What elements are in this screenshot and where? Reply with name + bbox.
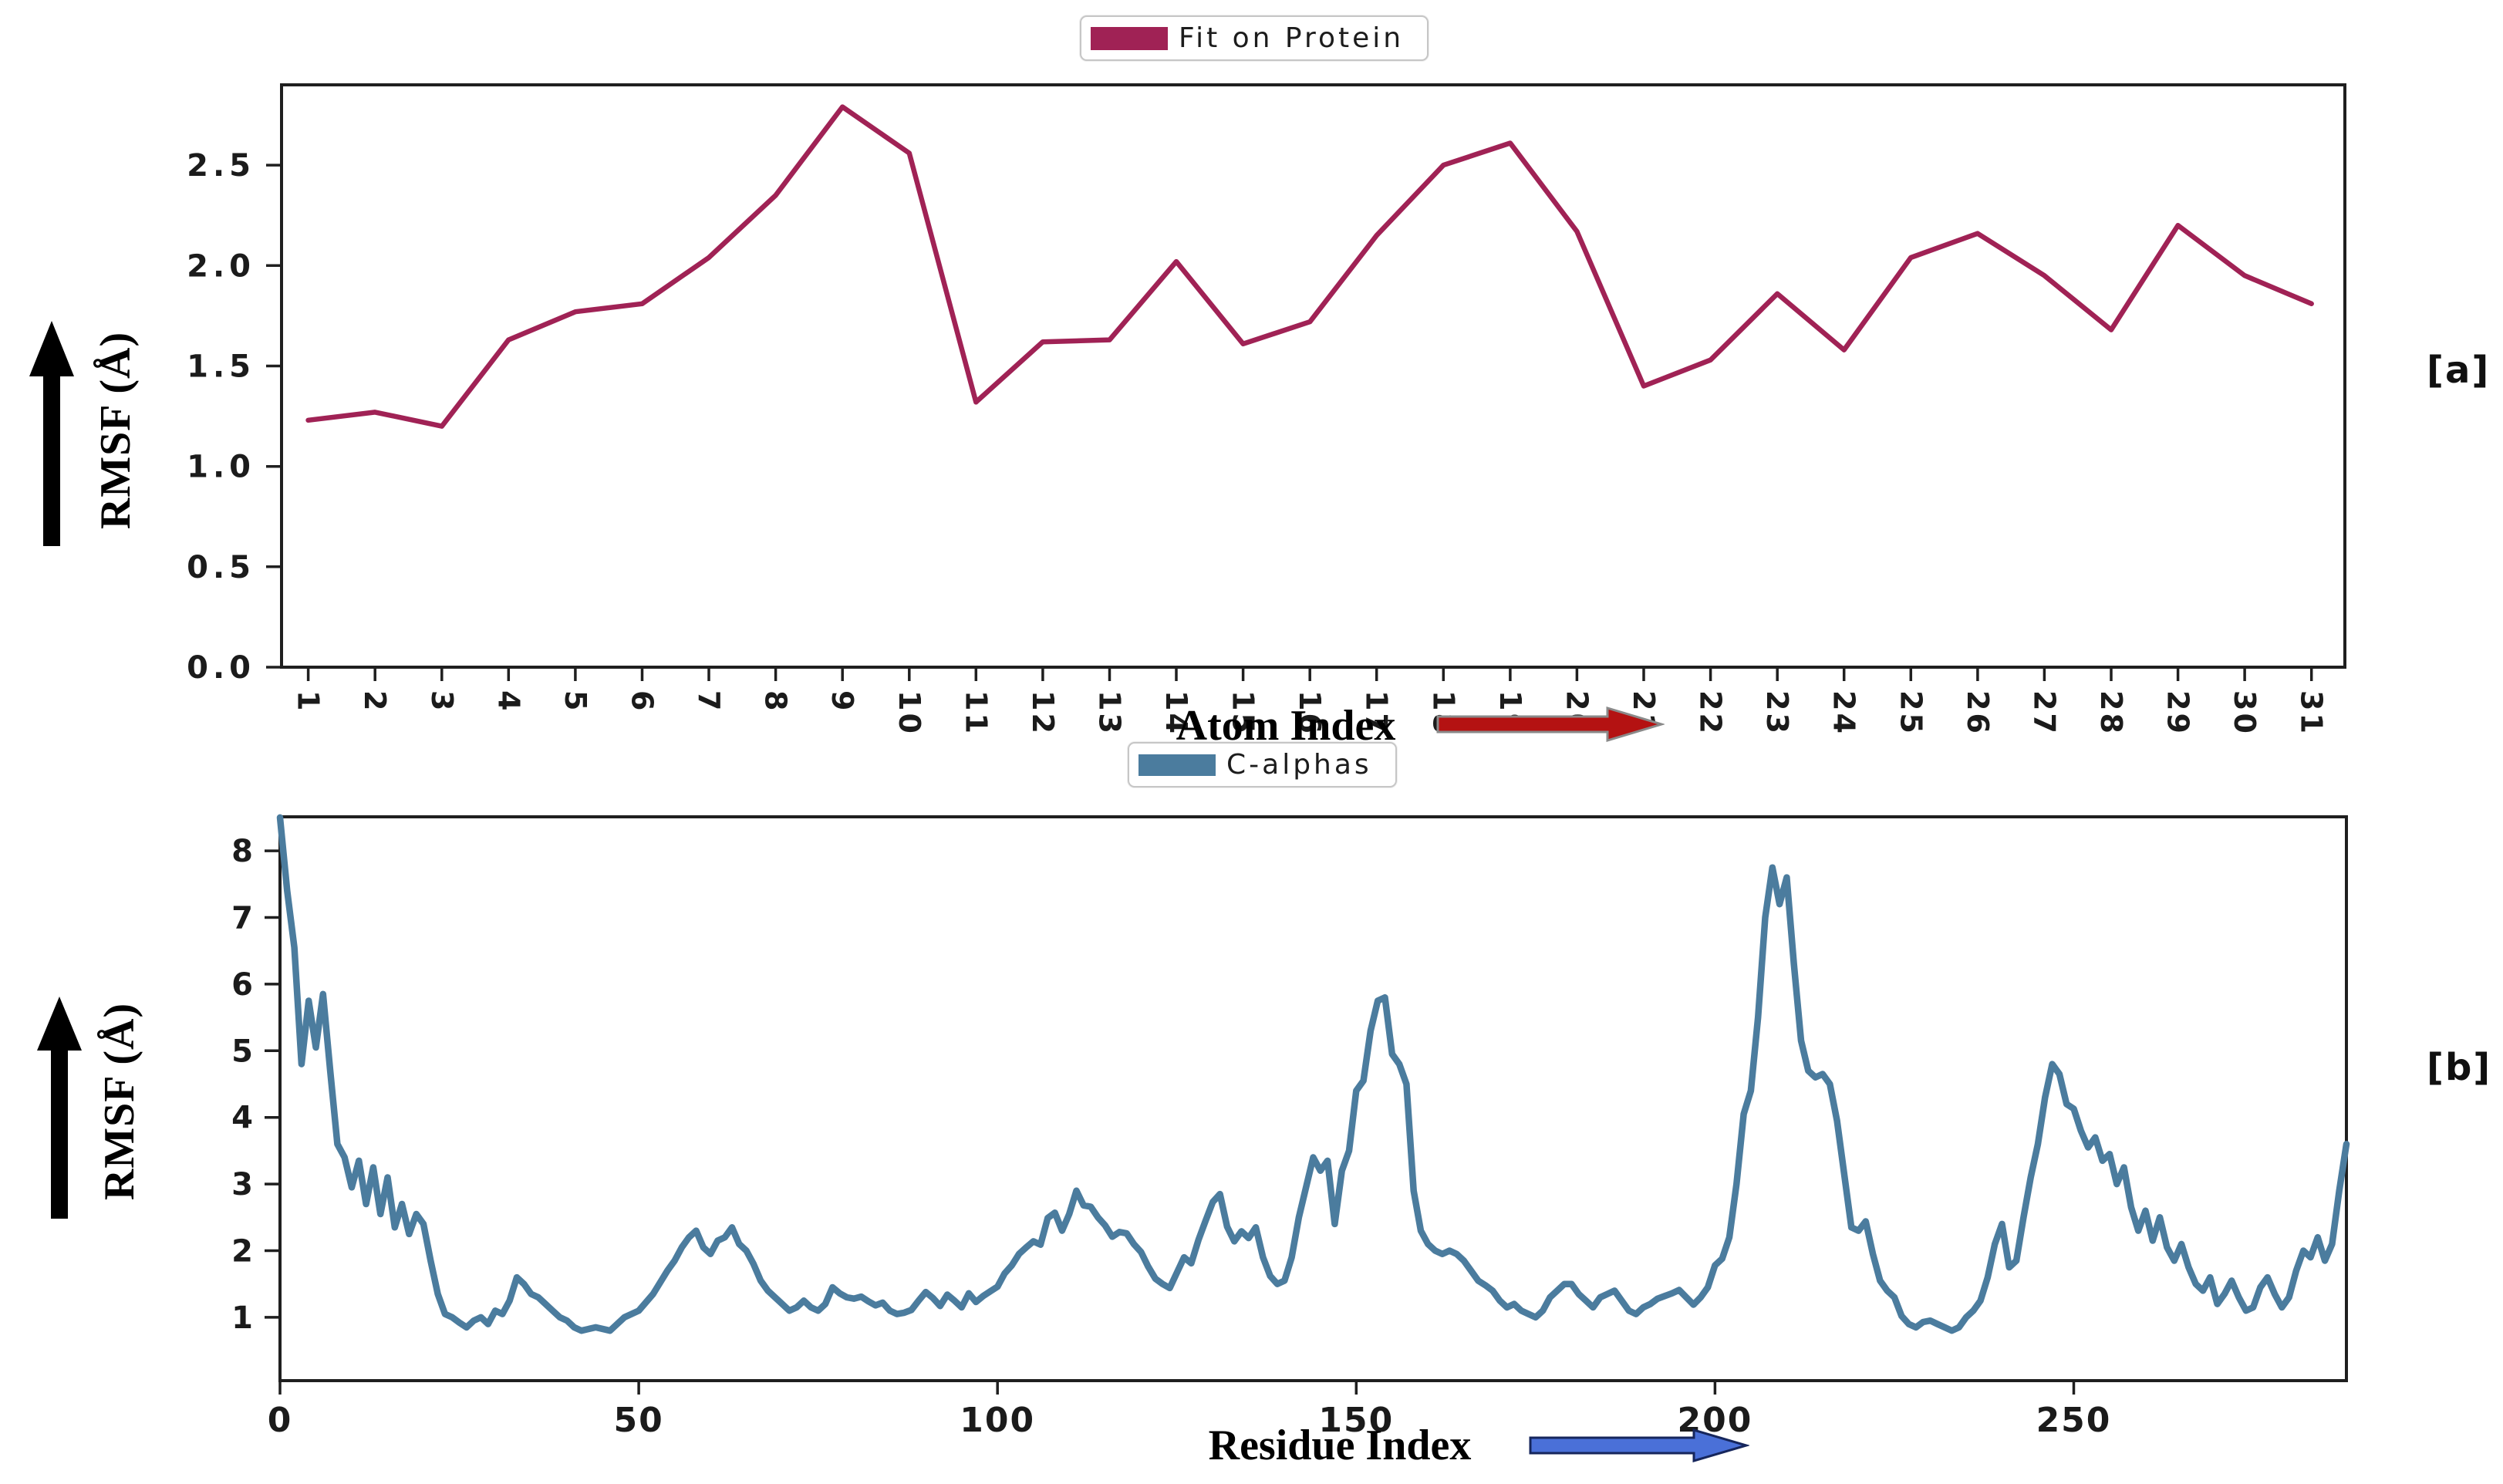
svg-text:25: 25	[1894, 690, 1928, 736]
chart-b: 0 50 100 150 200 250 1 2 3 4 5 6 7 8	[231, 814, 2350, 1440]
panel-tag-a: [a]	[2427, 349, 2491, 392]
svg-text:100: 100	[960, 1401, 1035, 1440]
svg-text:31: 31	[2295, 690, 2329, 736]
x-axis-title-a: Atom Index	[1176, 702, 1396, 750]
svg-text:10: 10	[892, 690, 926, 736]
svg-text:12: 12	[1026, 690, 1060, 736]
svg-text:27: 27	[2027, 690, 2061, 736]
legend-b-swatch-icon	[1138, 754, 1216, 776]
svg-text:14: 14	[1159, 690, 1193, 736]
svg-text:5: 5	[558, 690, 592, 713]
svg-text:2.0: 2.0	[187, 248, 255, 284]
svg-text:4: 4	[231, 1101, 254, 1136]
svg-text:1.0: 1.0	[187, 450, 255, 485]
svg-text:150: 150	[1318, 1401, 1394, 1440]
svg-text:2: 2	[358, 690, 392, 713]
svg-text:1: 1	[292, 690, 326, 713]
legend-b-swatch	[1138, 754, 1216, 776]
svg-text:11: 11	[959, 690, 993, 736]
svg-text:8: 8	[759, 690, 793, 713]
svg-text:50: 50	[613, 1401, 663, 1440]
svg-text:17: 17	[1360, 690, 1394, 736]
svg-text:3: 3	[231, 1167, 254, 1202]
x-axis-right-arrow-b	[1529, 1428, 1749, 1463]
x-axis-right-arrow-a-icon	[1436, 706, 1665, 743]
svg-text:9: 9	[825, 690, 859, 713]
y-axis-title-b: RMSF (Å)	[96, 1002, 143, 1201]
svg-text:24: 24	[1827, 690, 1861, 736]
svg-text:0.5: 0.5	[187, 550, 255, 585]
y-axis-up-arrow-a-icon	[29, 321, 74, 546]
svg-text:7: 7	[231, 901, 254, 936]
svg-text:22: 22	[1694, 690, 1728, 736]
svg-text:7: 7	[692, 690, 726, 713]
svg-text:26: 26	[1961, 690, 1995, 736]
svg-text:13: 13	[1093, 690, 1127, 736]
legend-a: Fit on Protein	[1080, 15, 1429, 61]
legend-a-label: Fit on Protein	[1179, 22, 1405, 54]
legend-a-swatch-icon	[1091, 26, 1168, 50]
svg-text:16: 16	[1293, 690, 1327, 736]
svg-text:2: 2	[231, 1234, 254, 1270]
panel-tag-b: [b]	[2427, 1046, 2492, 1089]
chart-a: 1 2 3 4 5 6 7 8 9 10 11 12 13 14 15 16 17 18 19 20 21 22 23 24 2…	[187, 83, 2346, 736]
y-axis-up-arrow-b	[37, 997, 82, 1219]
svg-text:23: 23	[1760, 690, 1794, 736]
svg-text:4: 4	[491, 690, 525, 713]
svg-text:5: 5	[231, 1034, 254, 1069]
svg-text:15: 15	[1226, 690, 1260, 736]
legend-b: C-alphas	[1128, 742, 1397, 788]
legend-b-label: C-alphas	[1226, 749, 1372, 781]
svg-text:8: 8	[231, 834, 254, 869]
svg-text:250: 250	[2036, 1401, 2112, 1440]
svg-text:0.0: 0.0	[187, 650, 255, 686]
svg-text:1: 1	[231, 1300, 254, 1336]
svg-text:0: 0	[268, 1401, 293, 1440]
y-axis-up-arrow-a	[29, 321, 74, 546]
svg-text:30: 30	[2228, 690, 2262, 736]
svg-text:29: 29	[2161, 690, 2195, 736]
svg-text:2.5: 2.5	[187, 148, 255, 184]
x-axis-title-b: Residue Index	[1208, 1422, 1472, 1469]
legend-a-swatch	[1091, 26, 1168, 50]
x-axis-right-arrow-a	[1436, 706, 1665, 743]
svg-text:200: 200	[1677, 1401, 1752, 1440]
svg-text:28: 28	[2094, 690, 2128, 736]
y-axis-up-arrow-b-icon	[37, 997, 82, 1219]
svg-text:3: 3	[425, 690, 459, 713]
y-axis-title-a: RMSF (Å)	[92, 331, 140, 530]
svg-text:6: 6	[626, 690, 659, 713]
svg-text:6: 6	[231, 967, 254, 1003]
svg-text:1.5: 1.5	[187, 349, 255, 385]
x-axis-right-arrow-b-icon	[1529, 1428, 1749, 1463]
